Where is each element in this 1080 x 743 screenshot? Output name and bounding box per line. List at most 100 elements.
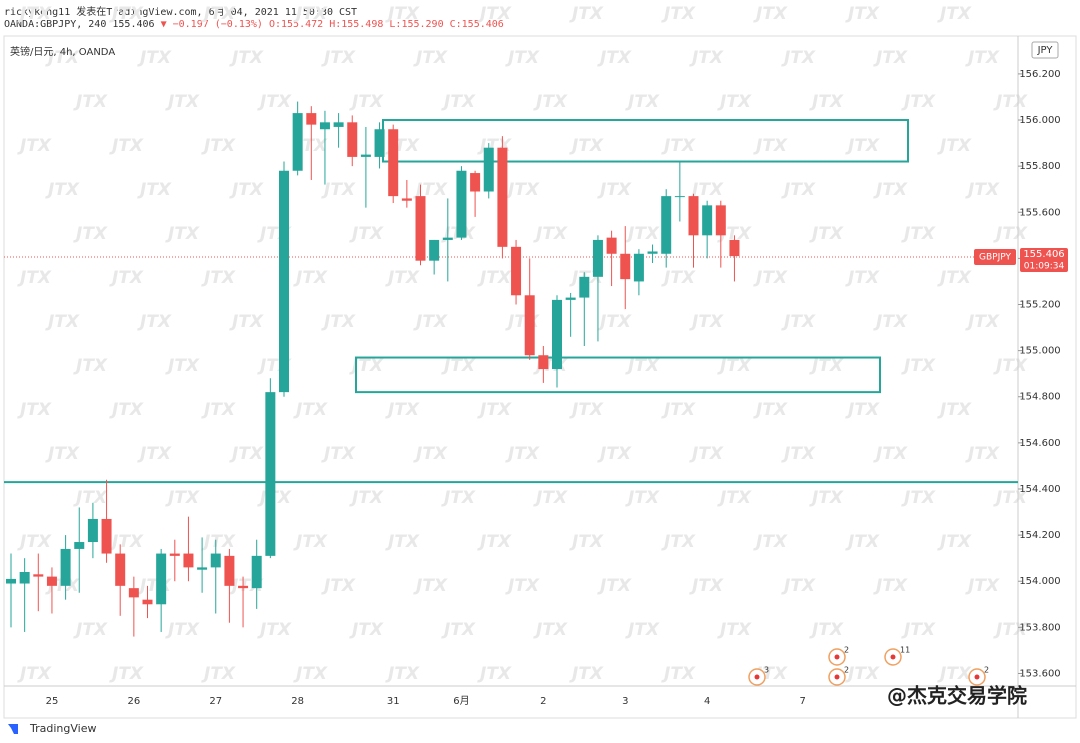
watermark: JTX bbox=[661, 136, 696, 156]
candle-body bbox=[415, 196, 426, 261]
x-tick-label: 6月 bbox=[453, 695, 469, 707]
candle-body bbox=[319, 122, 330, 130]
zone bbox=[355, 356, 881, 394]
watermark: JTX bbox=[73, 620, 108, 640]
watermark: JTX bbox=[569, 4, 604, 24]
watermark: JTX bbox=[385, 268, 420, 288]
watermark: JTX bbox=[533, 356, 568, 376]
ohlc-low: L:155.290 bbox=[389, 19, 444, 30]
candle-body bbox=[197, 567, 208, 570]
event-count: 11 bbox=[900, 646, 910, 655]
watermark: JTX bbox=[45, 48, 80, 68]
watermark: JTX bbox=[385, 664, 420, 684]
watermark: JTX bbox=[533, 224, 568, 244]
watermark: JTX bbox=[505, 576, 540, 596]
watermark: JTX bbox=[17, 268, 52, 288]
watermark: JTX bbox=[809, 356, 844, 376]
watermark: JTX bbox=[901, 224, 936, 244]
candle-body bbox=[620, 253, 631, 280]
watermark: JTX bbox=[165, 356, 200, 376]
watermark: JTX bbox=[753, 400, 788, 420]
watermark: JTX bbox=[993, 488, 1028, 508]
watermark: JTX bbox=[413, 576, 448, 596]
watermark: JTX bbox=[45, 180, 80, 200]
watermark: JTX bbox=[873, 180, 908, 200]
watermark: JTX bbox=[45, 312, 80, 332]
name-tag bbox=[974, 248, 1016, 265]
watermark: JTX bbox=[413, 444, 448, 464]
zone bbox=[382, 119, 909, 163]
x-tick-label: 26 bbox=[127, 696, 140, 707]
watermark: JTX bbox=[73, 92, 108, 112]
watermark: JTX bbox=[625, 356, 660, 376]
candle-body bbox=[347, 122, 358, 157]
watermark: JTX bbox=[293, 532, 328, 552]
candle-body bbox=[265, 392, 276, 556]
y-tick-label: 155.200 bbox=[1019, 300, 1060, 311]
watermark: JTX bbox=[901, 488, 936, 508]
candle-body bbox=[279, 170, 289, 393]
watermark: JTX bbox=[505, 444, 540, 464]
watermark: JTX bbox=[937, 136, 972, 156]
watermark: JTX bbox=[229, 48, 264, 68]
watermark: JTX bbox=[137, 444, 172, 464]
y-tick-label: 156.200 bbox=[1019, 69, 1060, 80]
watermark: JTX bbox=[477, 664, 512, 684]
y-tick-label: 153.600 bbox=[1019, 668, 1060, 679]
watermark: JTX bbox=[661, 4, 696, 24]
watermark: JTX bbox=[137, 180, 172, 200]
watermark: JTX bbox=[349, 620, 384, 640]
watermark: JTX bbox=[717, 356, 752, 376]
candle-body bbox=[374, 129, 385, 157]
watermark: JTX bbox=[109, 664, 144, 684]
watermark: JTX bbox=[321, 312, 356, 332]
watermark: JTX bbox=[781, 576, 816, 596]
watermark: JTX bbox=[165, 92, 200, 112]
watermark: JTX bbox=[17, 532, 52, 552]
watermark: JTX bbox=[753, 4, 788, 24]
watermark: JTX bbox=[349, 488, 384, 508]
watermark: JTX bbox=[873, 576, 908, 596]
watermark: JTX bbox=[965, 576, 1000, 596]
candle-body bbox=[169, 553, 180, 556]
watermark: JTX bbox=[625, 224, 660, 244]
ohlc-close: C:155.406 bbox=[449, 19, 504, 30]
watermark: JTX bbox=[441, 488, 476, 508]
watermark: JTX bbox=[809, 92, 844, 112]
watermark: JTX bbox=[569, 664, 604, 684]
candle-body bbox=[442, 237, 453, 240]
watermark: JTX bbox=[109, 136, 144, 156]
watermark: JTX bbox=[781, 312, 816, 332]
watermark: JTX bbox=[809, 224, 844, 244]
watermark: JTX bbox=[753, 532, 788, 552]
price-tag bbox=[1020, 247, 1068, 272]
watermark: JTX bbox=[781, 48, 816, 68]
event-dot bbox=[890, 654, 896, 660]
y-tick-label: 155.000 bbox=[1019, 346, 1060, 357]
watermark: JTX bbox=[533, 620, 568, 640]
candle-body bbox=[101, 518, 112, 554]
candle-body bbox=[292, 113, 303, 171]
brand: TradingView bbox=[29, 722, 96, 735]
candle-body bbox=[156, 553, 167, 605]
candle-body bbox=[456, 170, 467, 238]
currency: JPY bbox=[1037, 45, 1054, 56]
watermark: JTX bbox=[533, 488, 568, 508]
watermark: JTX bbox=[229, 312, 264, 332]
candle-body bbox=[224, 555, 235, 586]
watermark: JTX bbox=[109, 532, 144, 552]
watermark: JTX bbox=[689, 180, 724, 200]
watermark: JTX bbox=[597, 48, 632, 68]
watermark: JTX bbox=[349, 356, 384, 376]
watermark: JTX bbox=[109, 268, 144, 288]
watermark: JTX bbox=[201, 532, 236, 552]
candle-body bbox=[19, 572, 30, 584]
watermark: JTX bbox=[293, 268, 328, 288]
candle-body bbox=[729, 239, 740, 257]
watermark: JTX bbox=[45, 444, 80, 464]
watermark: JTX bbox=[477, 532, 512, 552]
watermark: JTX bbox=[661, 532, 696, 552]
watermark: JTX bbox=[293, 4, 328, 24]
